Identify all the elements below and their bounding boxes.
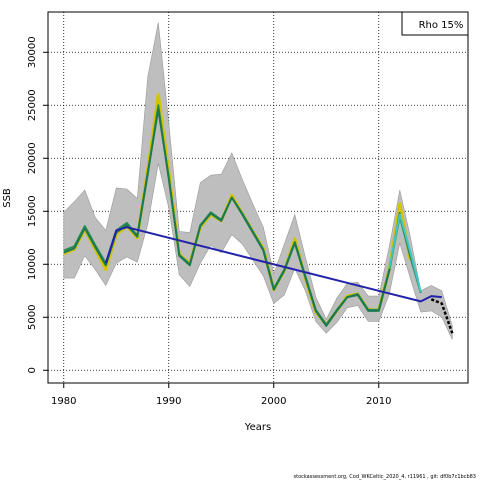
series-lines [63, 93, 454, 334]
y-tick-label: 5000 [27, 305, 38, 330]
axes: 1980 1990 2000 2010 0 5000 10000 15000 20000 2500… [27, 36, 391, 407]
y-tick-label: 20000 [27, 142, 38, 174]
grid-lines [48, 12, 468, 383]
series-line [430, 298, 454, 334]
x-tick-label: 2010 [366, 396, 391, 407]
y-tick-label: 30000 [27, 36, 38, 68]
legend-box [401, 11, 469, 36]
x-tick-label: 1980 [51, 396, 76, 407]
confidence-band-area [63, 22, 453, 340]
y-axis-title: SSB [2, 188, 13, 208]
y-tick-label: 10000 [27, 248, 38, 280]
legend-label: Rho 15% [419, 20, 464, 31]
y-tick-label: 15000 [27, 195, 38, 227]
plot-area [47, 11, 469, 384]
y-tick-label: 25000 [27, 89, 38, 121]
y-tick-label: 0 [27, 367, 38, 373]
confidence-band [63, 22, 453, 340]
x-axis-title: Years [244, 422, 271, 433]
footer-credit: stockassessment.org, Cod_WKCeltic_2020_4… [294, 474, 477, 480]
series-line [388, 213, 422, 293]
series-line [104, 226, 442, 303]
x-tick-label: 2000 [261, 396, 286, 407]
x-tick-label: 1990 [156, 396, 181, 407]
